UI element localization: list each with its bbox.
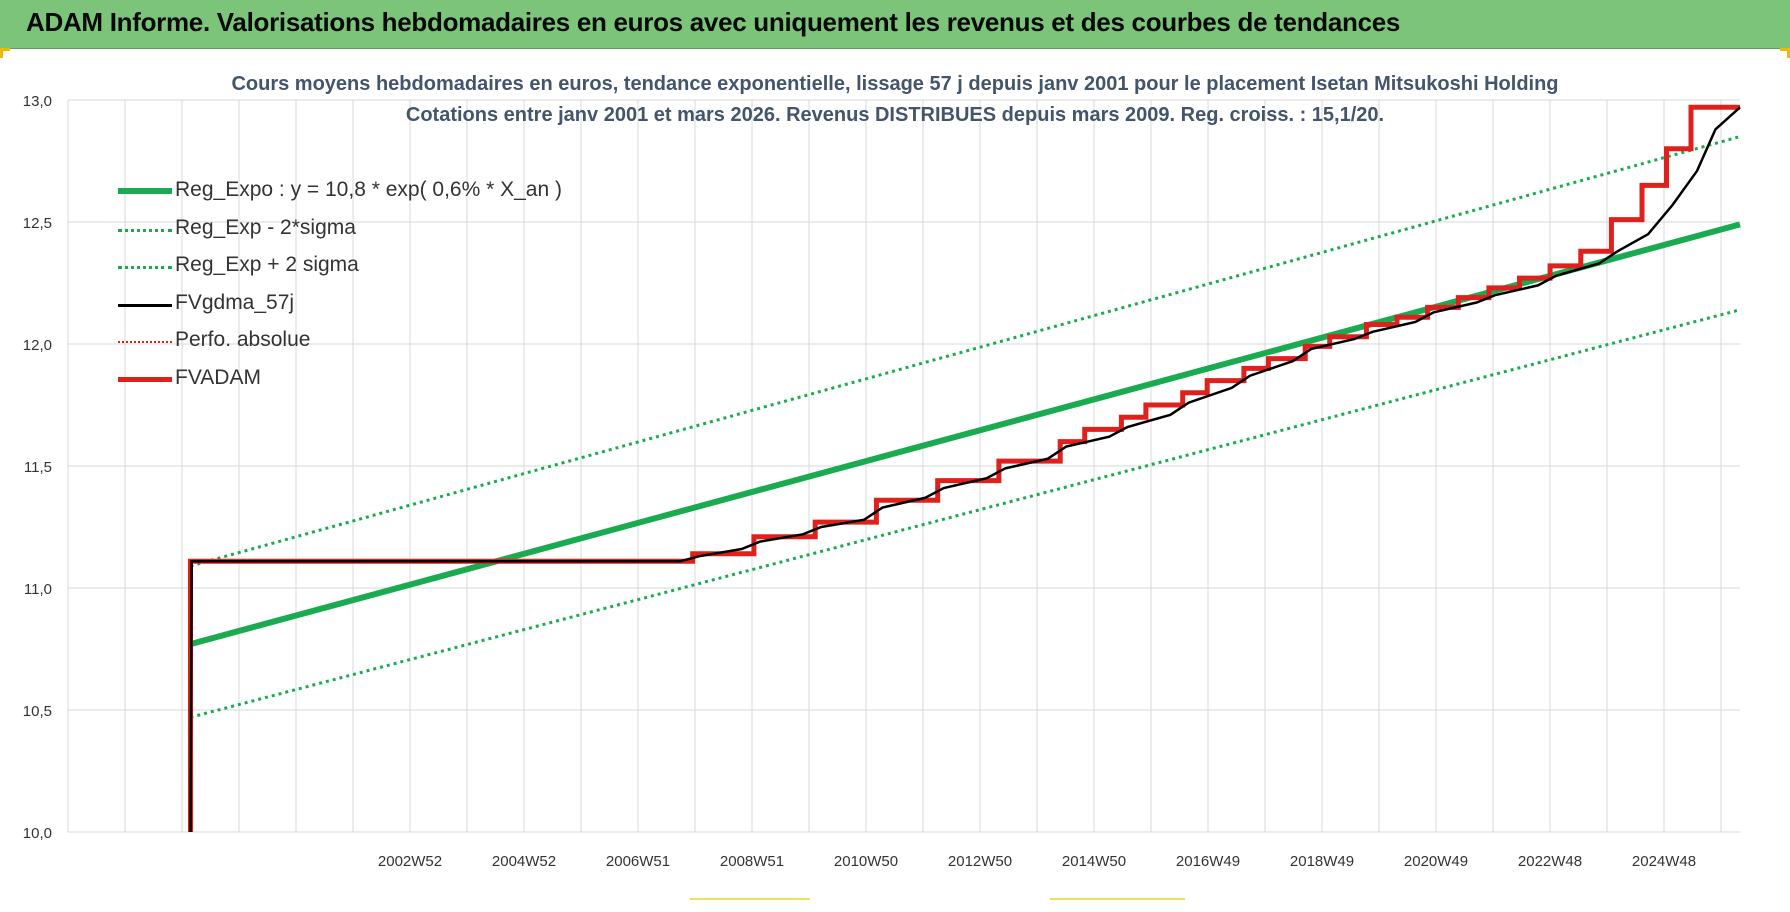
series-fvgdma [189,106,1741,833]
y-tick-label: 10,0 [23,825,52,842]
legend-swatch [118,303,172,307]
series-reg-expo [189,221,1741,647]
legend-label: FVgdma_57j [175,290,295,314]
series-layer [188,104,1741,833]
x-tick-label: 2010W50 [834,853,898,870]
grid-layer [67,99,1740,833]
legend-swatch [118,341,172,344]
y-tick-label: 12,5 [23,215,52,232]
corner-mark [1780,48,1790,51]
x-tick-labels: 2002W52 2004W52 2006W51 2008W51 2010W50 2012W… [378,853,1696,870]
x-tick-label: 2006W51 [606,853,670,870]
chart-area: 10,0 10,5 11,0 11,5 12,0 12,5 13,0 2002W52 2004… [0,48,1790,912]
legend-swatch [118,188,172,194]
x-tick-label: 2016W49 [1176,853,1240,870]
legend-label: FVADAM [175,365,261,389]
report-banner: ADAM Informe. Valorisations hebdomadaire… [0,0,1790,49]
chart-svg: 10,0 10,5 11,0 11,5 12,0 12,5 13,0 2002W52 2004… [23,93,1741,870]
y-tick-label: 11,0 [24,581,52,598]
x-tick-label: 2014W50 [1062,853,1126,870]
legend-swatch [118,376,172,382]
chart-subtitle: Cotations entre janv 2001 et mars 2026. … [405,104,1385,126]
legend-label: Perfo. absolue [175,328,311,352]
x-tick-label: 2012W50 [948,853,1012,870]
x-tick-label: 2004W52 [492,853,556,870]
x-tick-label: 2024W48 [1632,853,1696,870]
x-tick-label: 2018W49 [1290,853,1354,870]
y-tick-label: 12,0 [23,337,52,354]
x-tick-label: 2002W52 [378,853,442,870]
corner-mark [0,48,10,51]
y-tick-label: 11,5 [24,459,52,476]
x-tick-label: 2020W49 [1404,853,1468,870]
legend-swatch [118,228,172,232]
report-title: ADAM Informe. Valorisations hebdomadaire… [26,7,1401,37]
series-fvadam [188,104,1740,832]
legend-label: Reg_Expo : y = 10,8 * exp( 0,6% * X_an ) [175,178,562,201]
y-tick-labels: 10,0 10,5 11,0 11,5 12,0 12,5 13,0 [23,93,52,842]
series-reg-exp-plus [190,135,1741,568]
x-tick-label: 2022W48 [1518,853,1582,870]
series-reg-exp-minus [190,308,1741,719]
legend-swatch [118,266,172,270]
y-tick-label: 13,0 [23,93,52,110]
corner-mark [0,48,3,58]
corner-mark [1787,48,1790,58]
legend-label: Reg_Exp - 2*sigma [175,215,356,239]
bottom-mark [1050,898,1185,900]
x-tick-label: 2008W51 [720,853,784,870]
y-tick-label: 10,5 [23,703,52,720]
bottom-mark [690,898,810,900]
chart-title: Cours moyens hebdomadaires en euros, ten… [231,73,1559,95]
legend-label: Reg_Exp + 2 sigma [175,253,359,277]
